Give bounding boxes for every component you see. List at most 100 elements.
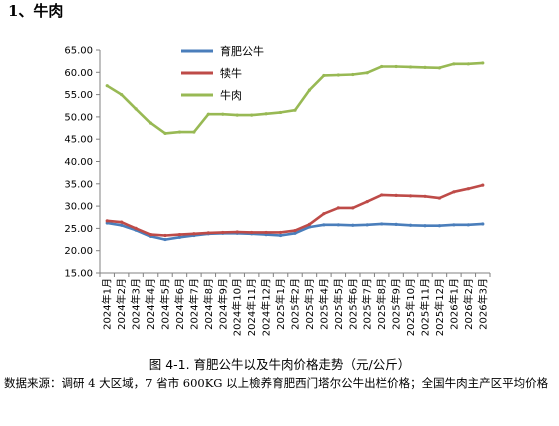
data-point <box>163 237 167 242</box>
x-tick-label: 2024年9月 <box>216 278 229 330</box>
data-point <box>307 88 312 92</box>
data-point <box>105 221 109 225</box>
data-point <box>206 112 210 116</box>
data-point <box>466 62 470 66</box>
y-tick-label: 20.00 <box>64 246 93 257</box>
data-point <box>264 230 268 235</box>
data-point <box>105 84 109 88</box>
x-tick-label: 2024年11月 <box>245 278 258 336</box>
data-point <box>322 223 326 227</box>
x-tick-label: 2026年1月 <box>447 278 460 330</box>
chart-series <box>105 61 485 242</box>
x-tick-label: 2024年12月 <box>260 278 273 336</box>
x-tick-label: 2025年3月 <box>303 278 316 330</box>
data-point <box>351 72 355 77</box>
data-point <box>206 231 210 235</box>
data-point <box>394 222 398 226</box>
y-tick-label: 50.00 <box>64 112 93 123</box>
data-point <box>120 93 124 97</box>
data-point <box>466 223 470 227</box>
data-point <box>264 233 268 237</box>
series-line-1 <box>107 183 484 237</box>
data-point <box>351 223 355 227</box>
data-point <box>163 233 167 238</box>
data-point <box>466 187 470 191</box>
data-point <box>278 230 283 235</box>
y-tick-label: 40.00 <box>64 157 93 168</box>
data-point <box>336 73 340 77</box>
data-point <box>336 223 340 227</box>
x-tick-label: 2025年4月 <box>317 278 330 330</box>
data-point <box>322 212 326 216</box>
data-point <box>307 225 312 229</box>
price-line-chart: 15.00 20.00 25.00 30.00 35.00 40.00 45.00 50.00… <box>64 44 491 336</box>
data-point <box>134 107 138 111</box>
data-point <box>250 113 254 117</box>
x-tick-label: 2024年2月 <box>115 278 128 330</box>
data-point <box>365 223 369 227</box>
data-point <box>105 219 109 223</box>
data-point <box>177 235 182 239</box>
figure-caption: 图 4-1. 育肥公牛以及牛肉价格走势（元/公斤） <box>148 357 411 372</box>
x-tick-label: 2024年7月 <box>187 278 200 330</box>
y-tick-label: 65.00 <box>64 46 93 57</box>
data-point <box>408 194 413 198</box>
data-point <box>134 226 138 230</box>
data-point <box>177 130 182 134</box>
x-tick-label: 2024年6月 <box>173 278 186 330</box>
x-tick-label: 2024年4月 <box>144 278 157 330</box>
data-point <box>336 206 340 210</box>
data-point <box>437 196 442 200</box>
data-point <box>481 222 485 226</box>
data-point <box>307 222 312 226</box>
data-point <box>264 112 268 116</box>
data-point <box>380 64 384 69</box>
data-point <box>351 206 355 210</box>
x-tick-label: 2024年3月 <box>130 278 143 330</box>
data-point <box>452 223 456 227</box>
y-tick-label: 30.00 <box>64 202 93 213</box>
data-point <box>423 65 427 69</box>
data-point <box>481 61 485 65</box>
x-tick-label: 2025年7月 <box>361 278 374 330</box>
data-point <box>293 231 297 235</box>
data-point <box>148 121 153 125</box>
y-tick-label: 15.00 <box>64 269 93 280</box>
series-line-2 <box>106 61 483 135</box>
data-point <box>365 200 369 204</box>
x-tick-label: 2024年1月 <box>101 278 114 330</box>
data-point <box>250 230 254 235</box>
data-point <box>235 113 239 117</box>
data-point <box>120 220 124 224</box>
data-point <box>437 66 442 70</box>
chart-axes: 15.00 20.00 25.00 30.00 35.00 40.00 45.00 50.00… <box>64 46 491 336</box>
data-point <box>293 229 297 233</box>
x-tick-label: 2025年5月 <box>332 278 345 330</box>
data-source-note: 数据来源：调研 4 大区域，7 省市 600KG 以上檢养育肥西门塔尔公牛出栏价… <box>4 376 549 390</box>
y-tick-label: 35.00 <box>64 179 93 190</box>
data-point <box>481 183 485 187</box>
data-point <box>278 233 283 238</box>
data-point <box>452 190 456 194</box>
section-heading: 1、牛肉 <box>8 2 64 20</box>
data-point <box>380 193 384 197</box>
y-tick-label: 55.00 <box>64 90 93 101</box>
data-point <box>423 224 427 228</box>
data-point <box>452 62 456 66</box>
y-tick-label: 45.00 <box>64 135 93 146</box>
x-tick-label: 2025年11月 <box>419 278 432 336</box>
legend-label-1: 犊牛 <box>220 66 242 80</box>
legend-label-0: 育肥公牛 <box>220 44 264 58</box>
x-tick-label: 2024年10月 <box>231 278 244 336</box>
data-point <box>221 112 225 116</box>
x-tick-label: 2026年2月 <box>462 278 475 330</box>
data-point <box>322 73 326 78</box>
data-point <box>120 223 124 227</box>
x-tick-label: 2025年2月 <box>289 278 302 330</box>
x-tick-label: 2025年12月 <box>433 278 446 336</box>
x-tick-label: 2024年5月 <box>159 278 172 330</box>
x-tick-label: 2025年9月 <box>390 278 403 330</box>
y-tick-label: 25.00 <box>64 224 93 235</box>
data-point <box>221 230 225 235</box>
